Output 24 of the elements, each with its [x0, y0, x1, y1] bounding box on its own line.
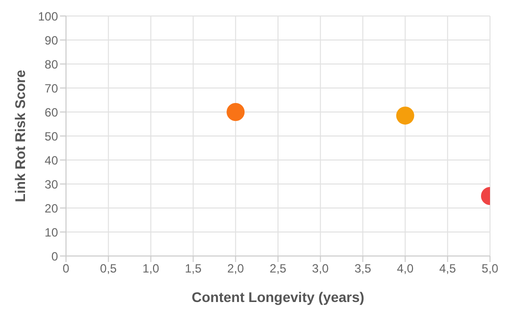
y-tick-label: 30	[44, 177, 58, 192]
y-tick-label: 100	[38, 9, 58, 24]
y-tick-label: 70	[44, 81, 58, 96]
y-tick-label: 60	[44, 105, 58, 120]
y-tick-label: 10	[44, 225, 58, 240]
x-tick-label: 3,0	[312, 262, 330, 276]
y-tick-label: 90	[44, 33, 58, 48]
y-tick-label: 0	[51, 249, 58, 264]
y-tick-label: 20	[44, 201, 58, 216]
x-tick-label: 3,5	[354, 262, 372, 276]
x-tick-label: 4,5	[439, 262, 456, 276]
x-tick-label: 0	[62, 262, 70, 276]
x-tick-label: 1,5	[184, 262, 202, 276]
x-tick-label: 4,0	[396, 262, 414, 276]
x-tick-label: 2,0	[227, 262, 244, 276]
y-axis-title: Link Rot Risk Score	[12, 70, 28, 202]
x-tick-label: 0,5	[100, 262, 118, 276]
x-tick-label: 5,0	[482, 262, 499, 276]
x-tick-label: 1,0	[142, 262, 160, 276]
x-axis-title: Content Longevity (years)	[192, 289, 364, 305]
y-tick-label: 80	[44, 57, 58, 72]
y-tick-label: 50	[44, 129, 58, 144]
x-tick-label: 2,5	[270, 262, 287, 276]
y-tick-label: 40	[44, 153, 58, 168]
